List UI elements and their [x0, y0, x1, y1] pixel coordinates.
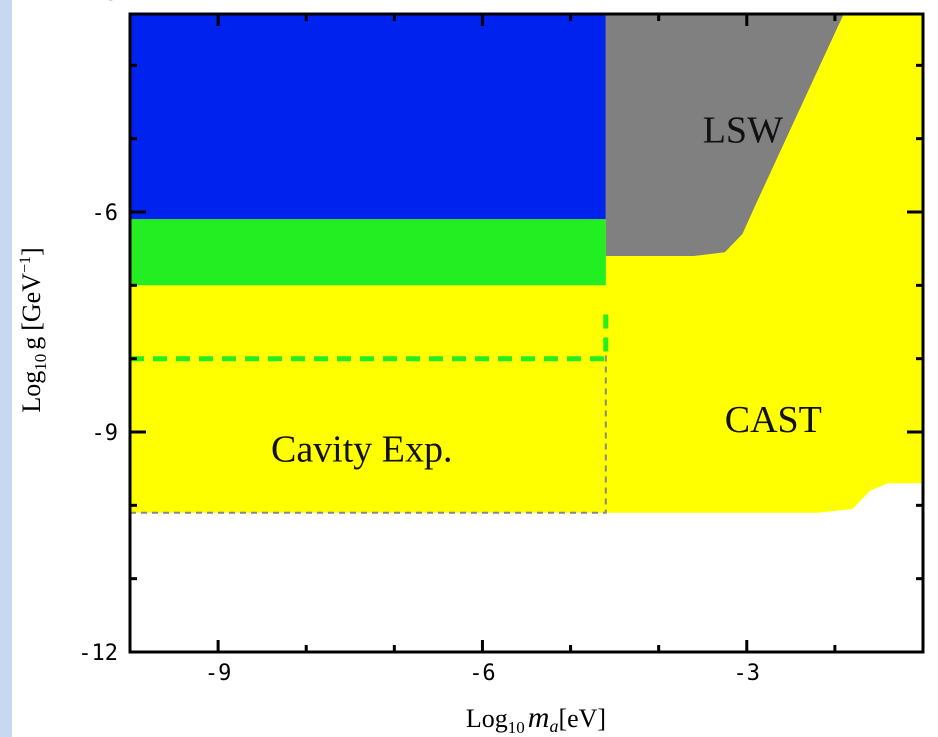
- region-label-cast: CAST: [725, 399, 822, 441]
- y-tick-label: -6: [92, 201, 119, 226]
- page-left-edge-band: [0, 0, 12, 737]
- x-tick-label: -9: [205, 661, 232, 686]
- y-tick-label: -3: [92, 0, 119, 6]
- axis-tick-labels: -9 -6 -3 -3 -6 -9 -12: [78, 0, 760, 686]
- x-axis-title: Log10 ma[eV]: [466, 701, 606, 737]
- region-label-lsw: LSW: [703, 109, 783, 151]
- x-tick-label: -3: [734, 661, 761, 686]
- region-blue: [130, 14, 606, 220]
- dashed-line-2: [130, 351, 607, 514]
- exclusion-regions: [130, 14, 923, 513]
- x-tick-label: -6: [469, 661, 496, 686]
- y-tick-label: -12: [78, 641, 118, 666]
- region-gray: [605, 14, 844, 256]
- region-label-cavity-exp: Cavity Exp.: [271, 428, 453, 470]
- dashed-boundaries: [130, 307, 609, 514]
- dashed-line-1: [130, 307, 609, 362]
- region-green: [130, 219, 606, 286]
- region-labels: LSW CAST Cavity Exp.: [271, 109, 822, 470]
- y-axis-title: Log10g[GeV−1]: [17, 247, 50, 412]
- y-tick-label: -9: [92, 421, 119, 446]
- plot-frame: [128, 12, 925, 654]
- axis-ticks: [128, 14, 925, 654]
